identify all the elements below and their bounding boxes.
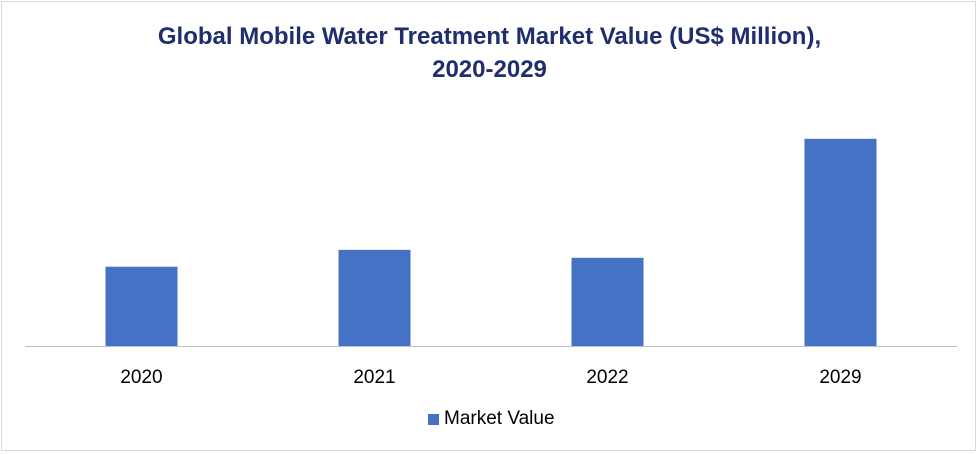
bar-2021 [338,249,411,346]
x-tick-label-2021: 2021 [353,367,395,388]
legend: Market Value [428,407,555,431]
bar-2022 [571,257,644,346]
bar-2029 [804,138,877,346]
x-tick-label-2020: 2020 [120,367,162,388]
bar-2020 [105,266,178,346]
bar-group [105,138,877,346]
legend-swatch [428,413,439,425]
chart-title: Global Mobile Water Treatment Market Val… [157,23,822,50]
legend-label: Market Value [444,408,555,429]
chart-subtitle: 2020-2029 [432,56,547,83]
x-tick-labels: 2020 2021 2022 2029 [120,367,861,388]
x-tick-label-2022: 2022 [586,367,628,388]
x-tick-label-2029: 2029 [819,367,861,388]
